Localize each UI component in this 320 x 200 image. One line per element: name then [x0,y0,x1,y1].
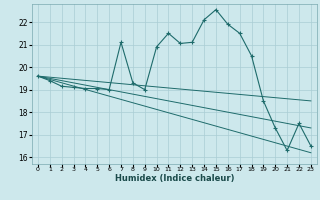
X-axis label: Humidex (Indice chaleur): Humidex (Indice chaleur) [115,174,234,183]
